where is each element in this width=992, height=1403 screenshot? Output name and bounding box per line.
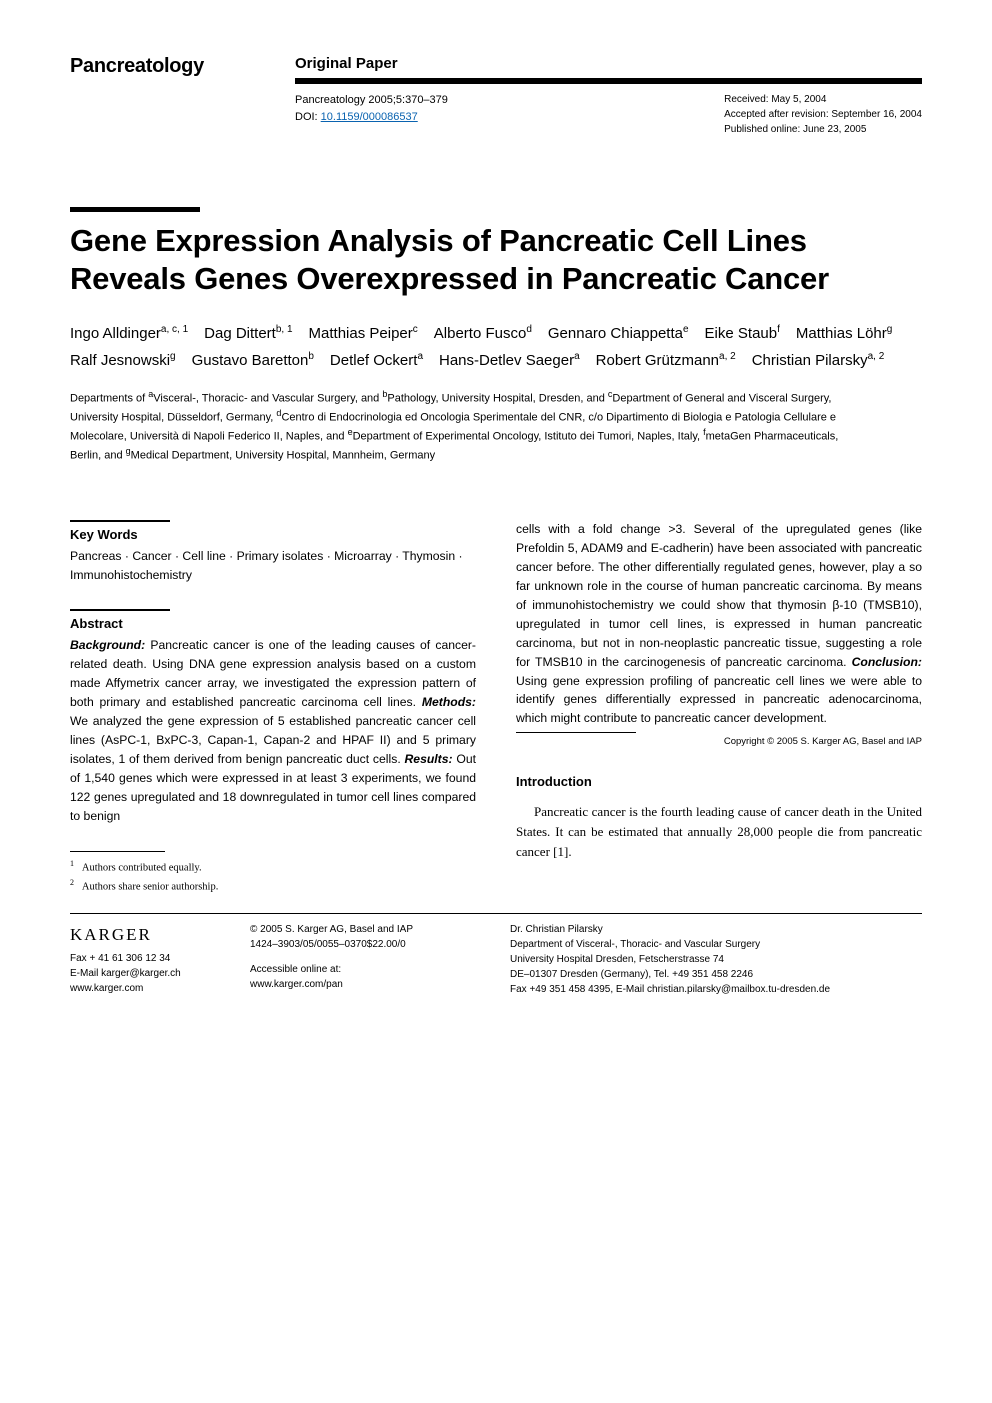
author: Ralf Jesnowskig [70, 347, 176, 374]
section-label: Original Paper [295, 55, 922, 72]
intro-text: Pancreatic cancer is the fourth leading … [516, 802, 922, 862]
abstract-left-text: Background: Pancreatic cancer is one of … [70, 636, 476, 825]
accepted-date: Accepted after revision: September 16, 2… [724, 107, 922, 122]
abstract-copyright: Copyright © 2005 S. Karger AG, Basel and… [516, 735, 922, 750]
author: Robert Grützmanna, 2 [596, 347, 736, 374]
spacer [250, 952, 480, 962]
page-root: Pancreatology Original Paper Pancreatolo… [0, 0, 992, 1403]
header-row: Pancreatology Original Paper Pancreatolo… [70, 55, 922, 137]
correspondence-block: Dr. Christian Pilarsky Department of Vis… [510, 922, 922, 997]
abstract-heading: Abstract [70, 614, 476, 634]
corr-dept: Department of Visceral-, Thoracic- and V… [510, 937, 922, 952]
citation-block: Pancreatology 2005;5:370–379 DOI: 10.115… [295, 92, 448, 137]
footnote-rule [70, 851, 165, 852]
right-column: cells with a fold change >3. Several of … [516, 520, 922, 895]
corr-fax: Fax +49 351 458 4395, E-Mail christian.p… [510, 982, 922, 997]
journal-box: Pancreatology [70, 55, 270, 78]
footnote-2: 2 Authors share senior authorship. [70, 877, 476, 895]
copyright-block: © 2005 S. Karger AG, Basel and IAP 1424–… [250, 922, 480, 997]
corr-hosp: University Hospital Dresden, Fetscherstr… [510, 952, 922, 967]
received-date: Received: May 5, 2004 [724, 92, 922, 107]
left-column: Key Words Pancreas · Cancer · Cell line … [70, 520, 476, 895]
doi-line: DOI: 10.1159/000086537 [295, 109, 448, 126]
author: Alberto Fuscod [434, 320, 532, 347]
published-date: Published online: June 23, 2005 [724, 122, 922, 137]
keywords-heading: Key Words [70, 525, 476, 545]
doi-link[interactable]: 10.1159/000086537 [321, 111, 418, 123]
author: Matthias Löhrg [796, 320, 892, 347]
author: Detlef Ockerta [330, 347, 423, 374]
copyright-rule [516, 732, 636, 733]
footnote-1: 1 Authors contributed equally. [70, 858, 476, 876]
publisher-email: E-Mail karger@karger.ch [70, 966, 220, 981]
author: Ingo Alldingera, c, 1 [70, 320, 188, 347]
author-footnotes: 1 Authors contributed equally. 2 Authors… [70, 851, 476, 895]
keywords-text: Pancreas · Cancer · Cell line · Primary … [70, 547, 476, 585]
corr-city: DE–01307 Dresden (Germany), Tel. +49 351… [510, 967, 922, 982]
publisher-fax: Fax + 41 61 306 12 34 [70, 951, 220, 966]
dates-block: Received: May 5, 2004 Accepted after rev… [724, 92, 922, 137]
karger-logo: KARGER [70, 922, 220, 948]
author: Gustavo Barettonb [192, 347, 314, 374]
header-meta: Original Paper Pancreatology 2005;5:370–… [295, 55, 922, 137]
author: Christian Pilarskya, 2 [752, 347, 885, 374]
body-columns: Key Words Pancreas · Cancer · Cell line … [70, 520, 922, 895]
author: Dag Dittertb, 1 [204, 320, 292, 347]
keywords-rule [70, 520, 170, 522]
doi-label: DOI: [295, 111, 321, 123]
author: Eike Staubf [705, 320, 780, 347]
article-title: Gene Expression Analysis of Pancreatic C… [70, 222, 922, 298]
publisher-block: KARGER Fax + 41 61 306 12 34 E-Mail karg… [70, 922, 220, 997]
abstract-section-left: Abstract Background: Pancreatic cancer i… [70, 609, 476, 825]
author: Gennaro Chiappettae [548, 320, 689, 347]
issn-line: 1424–3903/05/0055–0370$22.00/0 [250, 937, 480, 952]
citation: Pancreatology 2005;5:370–379 [295, 92, 448, 109]
abstract-rule [70, 609, 170, 611]
corr-name: Dr. Christian Pilarsky [510, 922, 922, 937]
affiliations: Departments of aVisceral-, Thoracic- and… [70, 388, 870, 465]
abstract-right-text: cells with a fold change >3. Several of … [516, 520, 922, 728]
journal-name: Pancreatology [70, 55, 270, 78]
footer-rule [70, 913, 922, 914]
intro-heading: Introduction [516, 772, 922, 792]
keywords-section: Key Words Pancreas · Cancer · Cell line … [70, 520, 476, 585]
thick-rule [295, 78, 922, 84]
page-footer: KARGER Fax + 41 61 306 12 34 E-Mail karg… [70, 913, 922, 997]
footer-row: KARGER Fax + 41 61 306 12 34 E-Mail karg… [70, 922, 922, 997]
authors-list: Ingo Alldingera, c, 1 Dag Dittertb, 1 Matt… [70, 320, 922, 374]
copyright-line: © 2005 S. Karger AG, Basel and IAP [250, 922, 480, 937]
publisher-web: www.karger.com [70, 981, 220, 996]
author: Hans-Detlev Saegera [439, 347, 580, 374]
footnote-2-text: Authors share senior authorship. [82, 881, 218, 892]
intro-heading-wrap: Introduction [516, 772, 922, 792]
accessible-label: Accessible online at: [250, 962, 480, 977]
title-rule [70, 207, 200, 212]
title-block: Gene Expression Analysis of Pancreatic C… [70, 207, 922, 298]
accessible-url: www.karger.com/pan [250, 977, 480, 992]
author: Matthias Peiperc [309, 320, 418, 347]
meta-row: Pancreatology 2005;5:370–379 DOI: 10.115… [295, 92, 922, 137]
footnote-1-text: Authors contributed equally. [82, 863, 202, 874]
